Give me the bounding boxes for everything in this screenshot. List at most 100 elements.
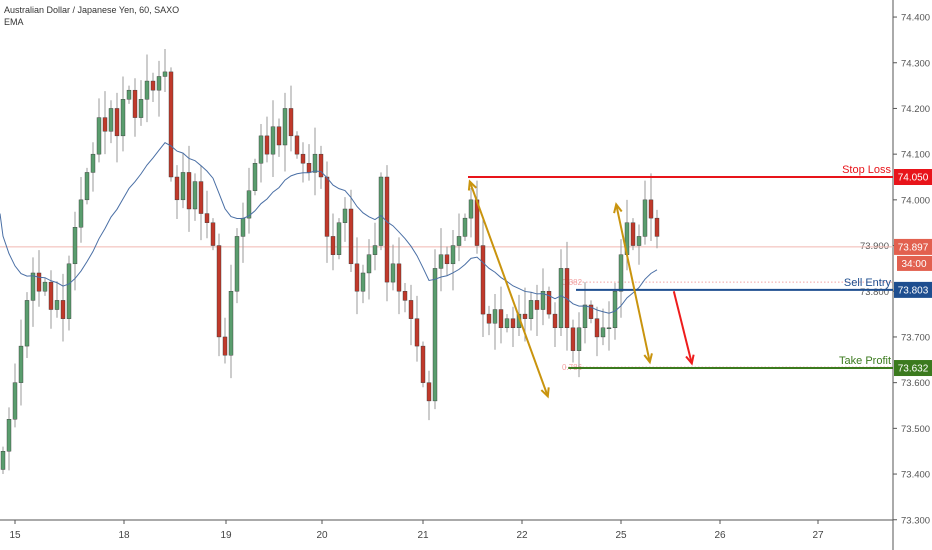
candle-body xyxy=(618,254,624,292)
candle xyxy=(462,213,468,241)
time-tick-label: 27 xyxy=(812,530,824,541)
candle-body xyxy=(642,199,648,237)
candle-body xyxy=(462,217,468,237)
indicator-label: EMA xyxy=(4,17,24,27)
candle-body xyxy=(414,318,420,347)
candle xyxy=(0,446,6,475)
arrowhead-icon xyxy=(540,387,550,399)
arrow-annotation xyxy=(672,291,695,366)
candle-body xyxy=(492,309,498,324)
price-tick-label: 74.400 xyxy=(901,13,930,24)
candle-body xyxy=(570,327,576,351)
arrowhead-icon xyxy=(643,353,653,365)
candle xyxy=(408,284,414,346)
candle xyxy=(318,145,324,189)
candle xyxy=(204,190,210,239)
time-tick-label: 22 xyxy=(516,530,528,541)
candle xyxy=(114,92,120,163)
price-axis-badge xyxy=(894,169,932,185)
candle xyxy=(468,187,474,238)
candle-body xyxy=(552,313,558,329)
candle xyxy=(378,172,384,251)
arrow-line xyxy=(615,204,651,363)
candle-body xyxy=(18,345,24,383)
candle xyxy=(84,167,90,205)
candle xyxy=(546,286,552,319)
candle xyxy=(210,218,216,251)
candle-body xyxy=(606,327,612,330)
candle-body xyxy=(66,263,72,319)
candle-body xyxy=(246,190,252,219)
candle xyxy=(66,255,72,331)
candle-body xyxy=(582,304,588,329)
candle-body xyxy=(54,300,60,310)
time-tick-label: 20 xyxy=(316,530,328,541)
candle xyxy=(288,85,294,152)
time-tick-label: 21 xyxy=(417,530,429,541)
candle xyxy=(564,241,570,351)
arrow-line xyxy=(672,291,693,364)
candle-body xyxy=(234,236,240,292)
price-axis-badge-label: 73.632 xyxy=(898,364,929,375)
candle-body xyxy=(252,163,258,191)
candle-body xyxy=(588,304,594,319)
candle xyxy=(180,153,186,209)
candle xyxy=(420,341,426,388)
candle-body xyxy=(456,236,462,246)
candle xyxy=(396,237,402,315)
candle xyxy=(402,283,408,313)
candle xyxy=(438,228,444,292)
arrowhead-icon xyxy=(467,179,477,191)
candle-body xyxy=(432,268,438,402)
candle-body xyxy=(426,382,432,402)
candle xyxy=(234,228,240,304)
arrow-line xyxy=(468,181,549,397)
candle xyxy=(474,180,480,254)
candle xyxy=(654,209,660,249)
candle-body xyxy=(630,222,636,246)
candle xyxy=(108,100,114,144)
candle xyxy=(588,300,594,324)
time-tick-label: 15 xyxy=(9,530,21,541)
candle xyxy=(120,76,126,152)
candle xyxy=(648,173,654,241)
candle-body xyxy=(168,71,174,178)
candle-body xyxy=(102,117,108,132)
candle-body xyxy=(294,135,300,155)
candle-body xyxy=(282,108,288,146)
candle-body xyxy=(408,300,414,319)
countdown-label: 34:00 xyxy=(901,259,926,270)
price-tick-label: 74.100 xyxy=(901,150,930,161)
candle xyxy=(276,118,282,157)
fib-level-label: 0.382 xyxy=(562,278,583,287)
candle-body xyxy=(300,153,306,164)
candle xyxy=(150,72,156,103)
candle xyxy=(594,306,600,357)
arrowhead-icon xyxy=(685,354,695,366)
candle-body xyxy=(42,281,48,292)
candle-body xyxy=(48,281,54,310)
candle xyxy=(444,246,450,276)
candle-body xyxy=(504,318,510,329)
last-price-label: 73.897 xyxy=(898,242,929,253)
candle xyxy=(558,249,564,337)
candle xyxy=(306,144,312,181)
candle xyxy=(414,295,420,362)
candle-body xyxy=(636,236,642,246)
price-axis-badge-label: 73.803 xyxy=(898,285,929,296)
price-tick-label: 73.600 xyxy=(901,378,930,389)
candle xyxy=(330,213,336,271)
candle-body xyxy=(480,245,486,315)
candle-body xyxy=(90,153,96,173)
candle-body xyxy=(510,318,516,329)
candle-body xyxy=(186,172,192,210)
candle-body xyxy=(228,291,234,356)
candle-body xyxy=(444,254,450,265)
candle-body xyxy=(60,300,66,319)
candle-body xyxy=(354,263,360,292)
candle-body xyxy=(306,163,312,173)
candle-body xyxy=(546,291,552,315)
candle-body xyxy=(156,76,162,91)
